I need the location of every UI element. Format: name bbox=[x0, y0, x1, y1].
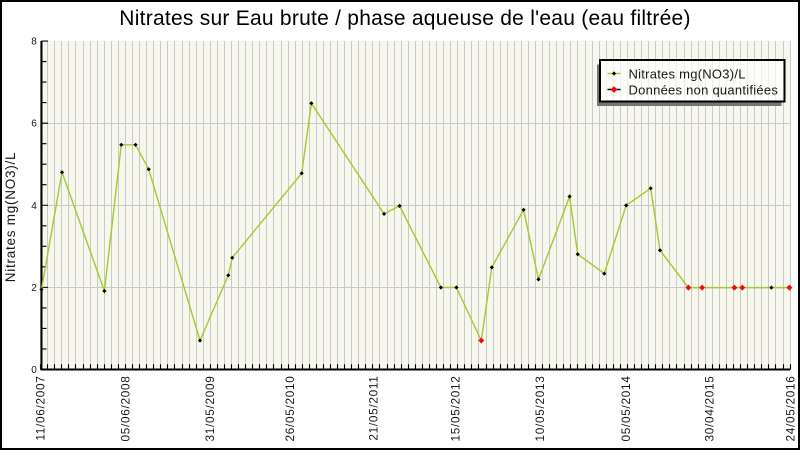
svg-text:Nitrates mg(NO3)/L: Nitrates mg(NO3)/L bbox=[3, 152, 18, 283]
svg-text:0: 0 bbox=[31, 365, 37, 376]
svg-text:Nitrates mg(NO3)/L: Nitrates mg(NO3)/L bbox=[629, 66, 746, 81]
svg-text:4: 4 bbox=[31, 201, 37, 212]
svg-text:10/05/2013: 10/05/2013 bbox=[533, 376, 547, 442]
svg-text:21/05/2011: 21/05/2011 bbox=[367, 376, 381, 441]
svg-text:2: 2 bbox=[31, 283, 37, 294]
svg-text:31/05/2009: 31/05/2009 bbox=[203, 376, 217, 442]
svg-text:8: 8 bbox=[31, 37, 37, 48]
svg-text:26/05/2010: 26/05/2010 bbox=[283, 376, 297, 442]
svg-text:15/05/2012: 15/05/2012 bbox=[448, 376, 462, 442]
svg-text:11/06/2007: 11/06/2007 bbox=[34, 376, 48, 441]
svg-text:6: 6 bbox=[31, 119, 37, 130]
svg-text:Données non quantifiées: Données non quantifiées bbox=[629, 82, 779, 97]
svg-text:05/05/2014: 05/05/2014 bbox=[619, 376, 633, 442]
svg-text:05/06/2008: 05/06/2008 bbox=[118, 376, 132, 442]
svg-text:24/05/2016: 24/05/2016 bbox=[783, 376, 797, 442]
svg-text:30/04/2015: 30/04/2015 bbox=[703, 376, 717, 442]
svg-text:Nitrates sur Eau brute / phase: Nitrates sur Eau brute / phase aqueuse d… bbox=[119, 7, 690, 30]
